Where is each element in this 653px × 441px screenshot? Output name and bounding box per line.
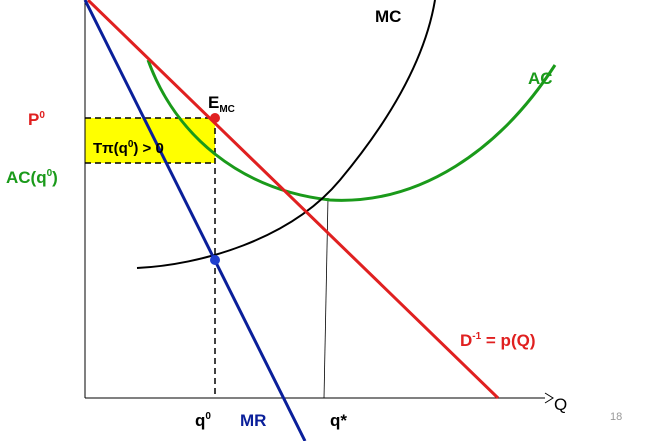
mr-label: MR (240, 411, 266, 430)
text: 0 (39, 110, 45, 121)
profit-label: Tπ(q0) > 0 (93, 139, 164, 157)
text: ) (52, 168, 58, 187)
emc-label: EMC (208, 93, 235, 115)
ac-label: AC (528, 69, 553, 88)
mr-line (83, 0, 307, 441)
mc-label: MC (375, 7, 401, 26)
page-number: 18 (610, 411, 622, 423)
q-axis-label: Q (554, 395, 567, 414)
text: D (460, 331, 472, 350)
text: AC(q (6, 168, 47, 187)
text: 0 (128, 139, 134, 150)
q0-label: q0 (195, 411, 211, 430)
text: -1 (472, 331, 481, 342)
qstar-label: q* (330, 411, 347, 430)
demand-label: D-1 = p(Q) (460, 331, 536, 350)
emc-point (210, 113, 220, 123)
price-label: P0 (28, 110, 45, 129)
ac-curve (146, 59, 557, 202)
text: MC (219, 104, 235, 115)
x-axis-arrow (544, 392, 554, 404)
text: 0 (205, 411, 211, 422)
demand-line (86, 0, 500, 400)
text: 0 (47, 168, 53, 179)
text: Tπ(q (93, 140, 128, 157)
text: ) > 0 (133, 140, 163, 157)
profit-area (85, 118, 215, 163)
text: q (195, 411, 205, 430)
text: = p(Q) (481, 331, 535, 350)
text: P (28, 110, 39, 129)
ac-q0-label: AC(q0) (6, 168, 58, 187)
text: E (208, 93, 219, 112)
mc-curve (136, 0, 436, 269)
mr-mc-point (210, 255, 220, 265)
